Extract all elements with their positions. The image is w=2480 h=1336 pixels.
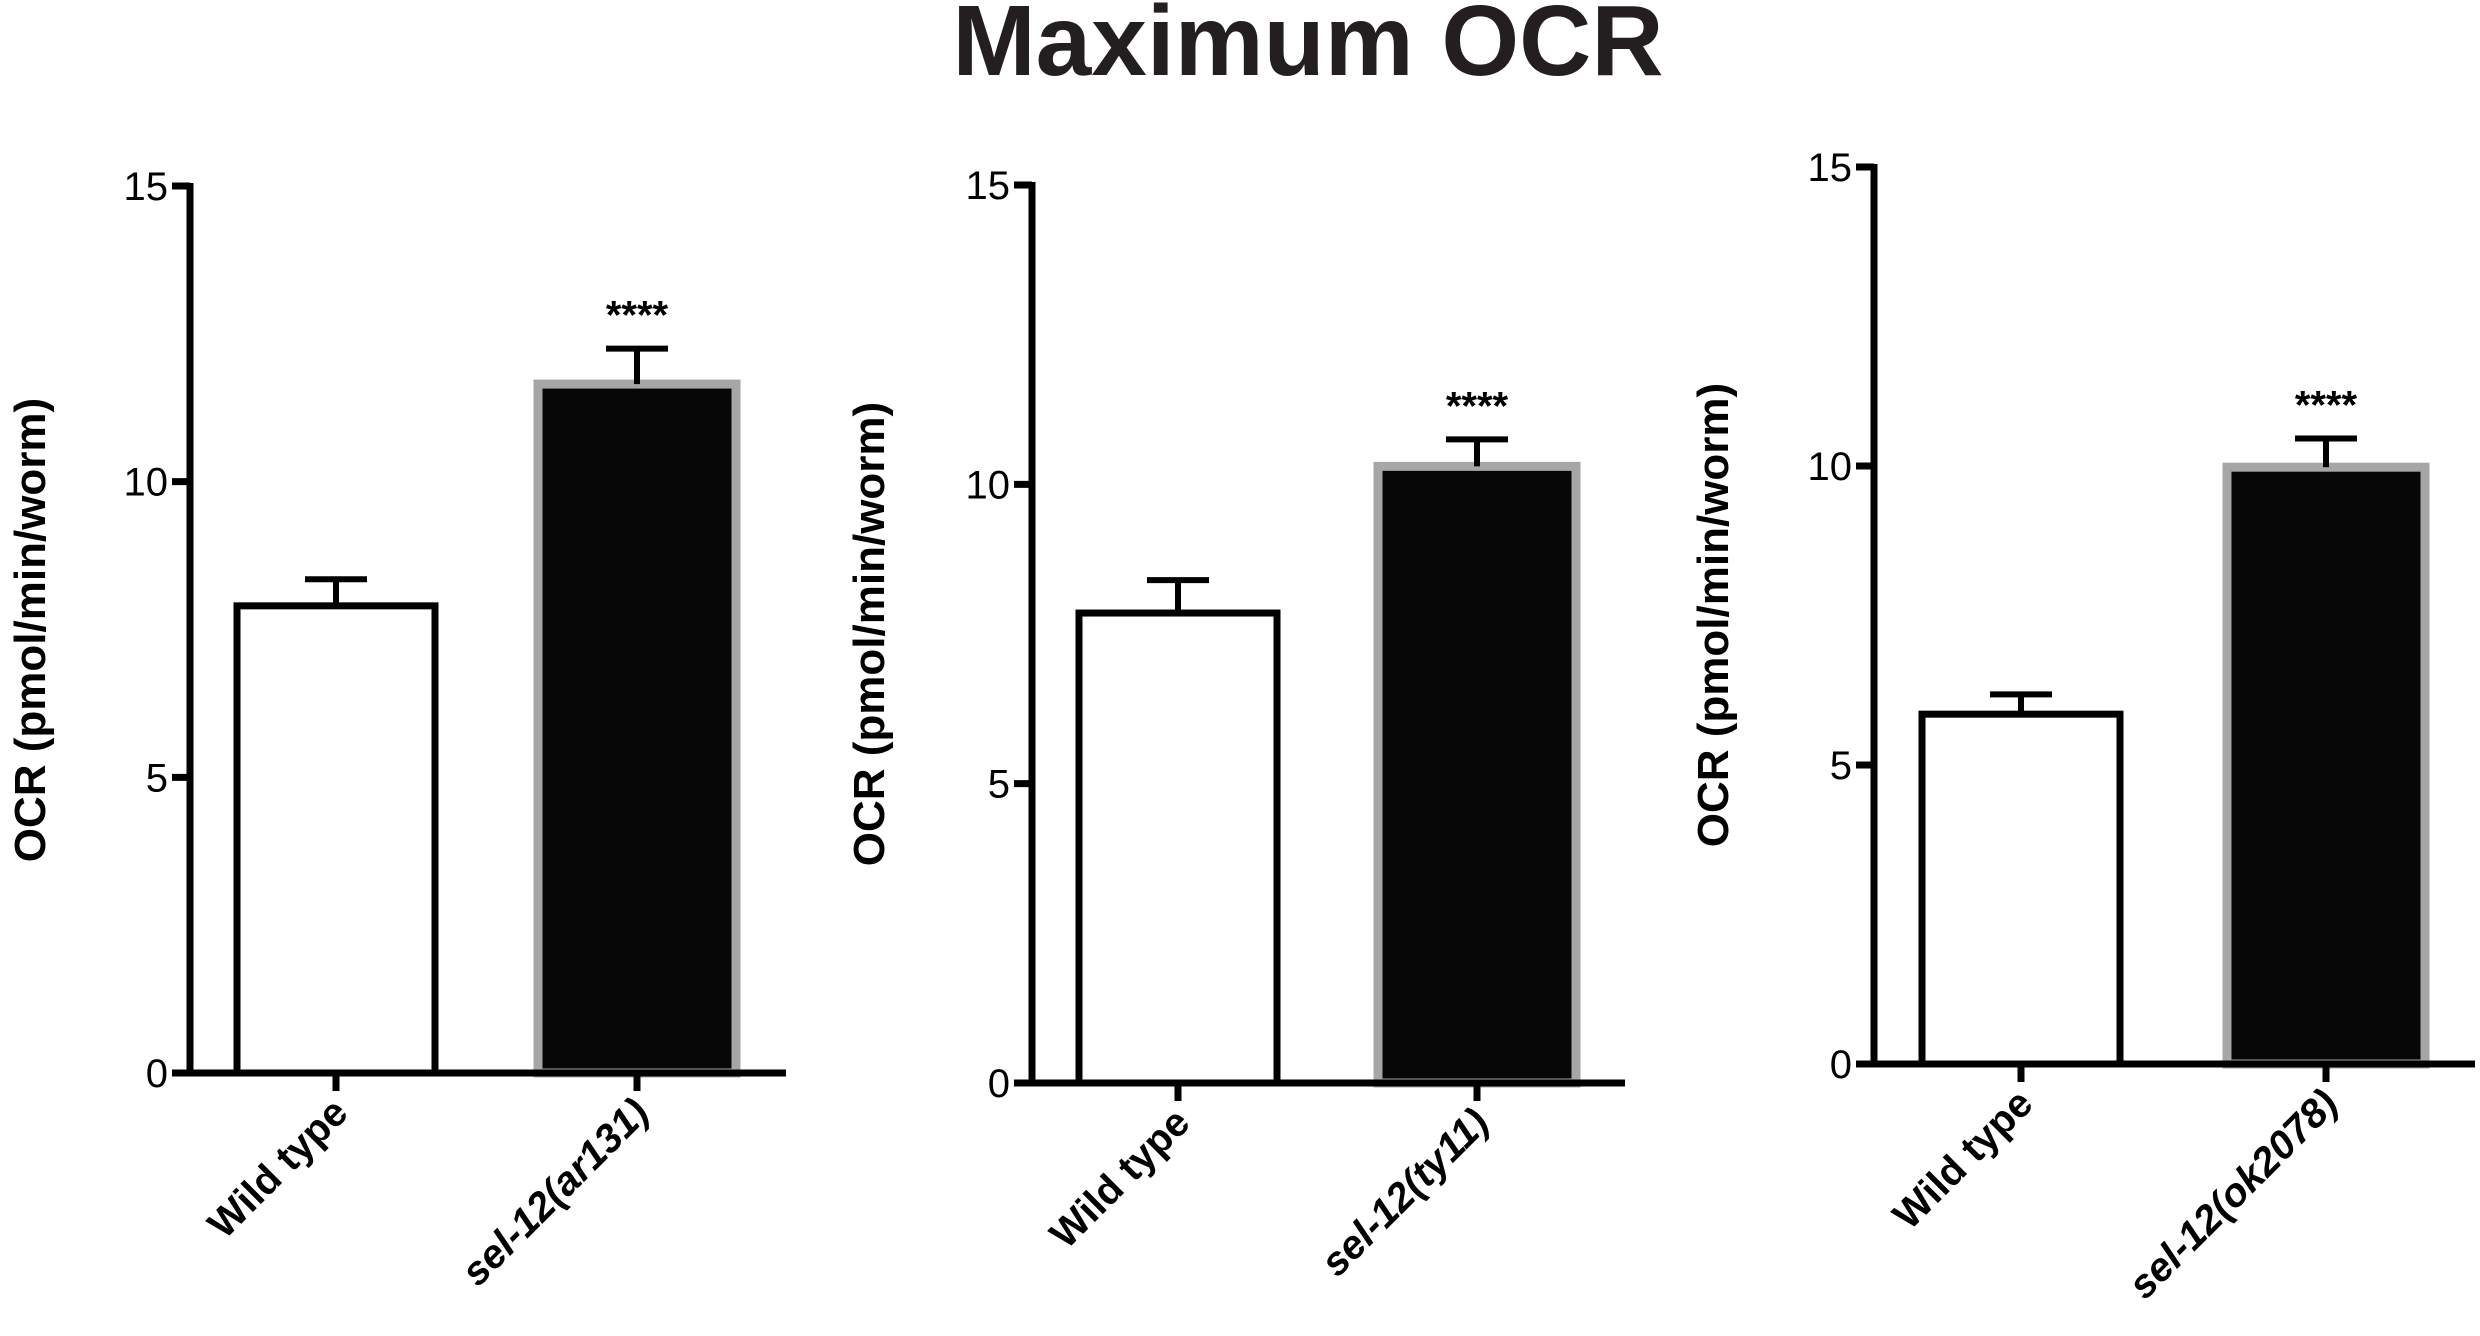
y-tick-label: 15 — [966, 164, 1011, 208]
y-axis-label: OCR (pmol/min/worm) — [6, 398, 55, 862]
y-tick-label: 10 — [124, 461, 169, 505]
bar-wild-type — [233, 602, 439, 1077]
x-category-label: sel-12(ty11) — [1313, 1100, 1498, 1285]
x-category-label: Wild type — [1885, 1081, 2042, 1238]
chart-panels: OCR (pmol/min/worm) 0 5 10 15 **** Wild type se… — [6, 146, 2475, 1307]
y-axis-label: OCR (pmol/min/worm) — [845, 402, 894, 866]
x-category-label: sel-12(ar131) — [453, 1090, 657, 1294]
y-tick-label: 10 — [966, 463, 1011, 507]
bar-wild-type — [1918, 710, 2124, 1068]
chart-panel-1: OCR (pmol/min/worm) 0 5 10 15 **** Wild type se… — [6, 165, 786, 1294]
y-tick-label: 15 — [1808, 146, 1853, 190]
significance-label: **** — [1446, 384, 1509, 428]
y-tick-label: 0 — [1830, 1043, 1852, 1087]
y-tick-label: 0 — [988, 1062, 1010, 1106]
x-category-label: Wild type — [1042, 1100, 1199, 1257]
y-axis-label: OCR (pmol/min/worm) — [1689, 383, 1738, 847]
y-tick-label: 5 — [988, 763, 1010, 807]
significance-label: **** — [2295, 383, 2358, 427]
chart-panel-3: OCR (pmol/min/worm) 0 5 10 15 **** Wild type se… — [1689, 146, 2475, 1307]
y-tick-label: 10 — [1808, 445, 1853, 489]
significance-label: **** — [606, 294, 669, 338]
y-tick-label: 15 — [124, 165, 169, 209]
y-tick-label: 5 — [146, 756, 168, 800]
x-category-label: Wild type — [200, 1090, 357, 1247]
y-tick-label: 0 — [146, 1052, 168, 1096]
x-category-label: sel-12(ok2078) — [2120, 1081, 2346, 1307]
y-tick-label: 5 — [1830, 744, 1852, 788]
bar-mutant — [533, 379, 741, 1078]
figure-title: Maximum OCR — [952, 0, 1663, 97]
chart-panel-2: OCR (pmol/min/worm) 0 5 10 15 **** Wild type se… — [845, 164, 1625, 1285]
bar-mutant — [2222, 462, 2430, 1069]
bar-mutant — [1373, 461, 1581, 1088]
bar-wild-type — [1075, 609, 1281, 1087]
